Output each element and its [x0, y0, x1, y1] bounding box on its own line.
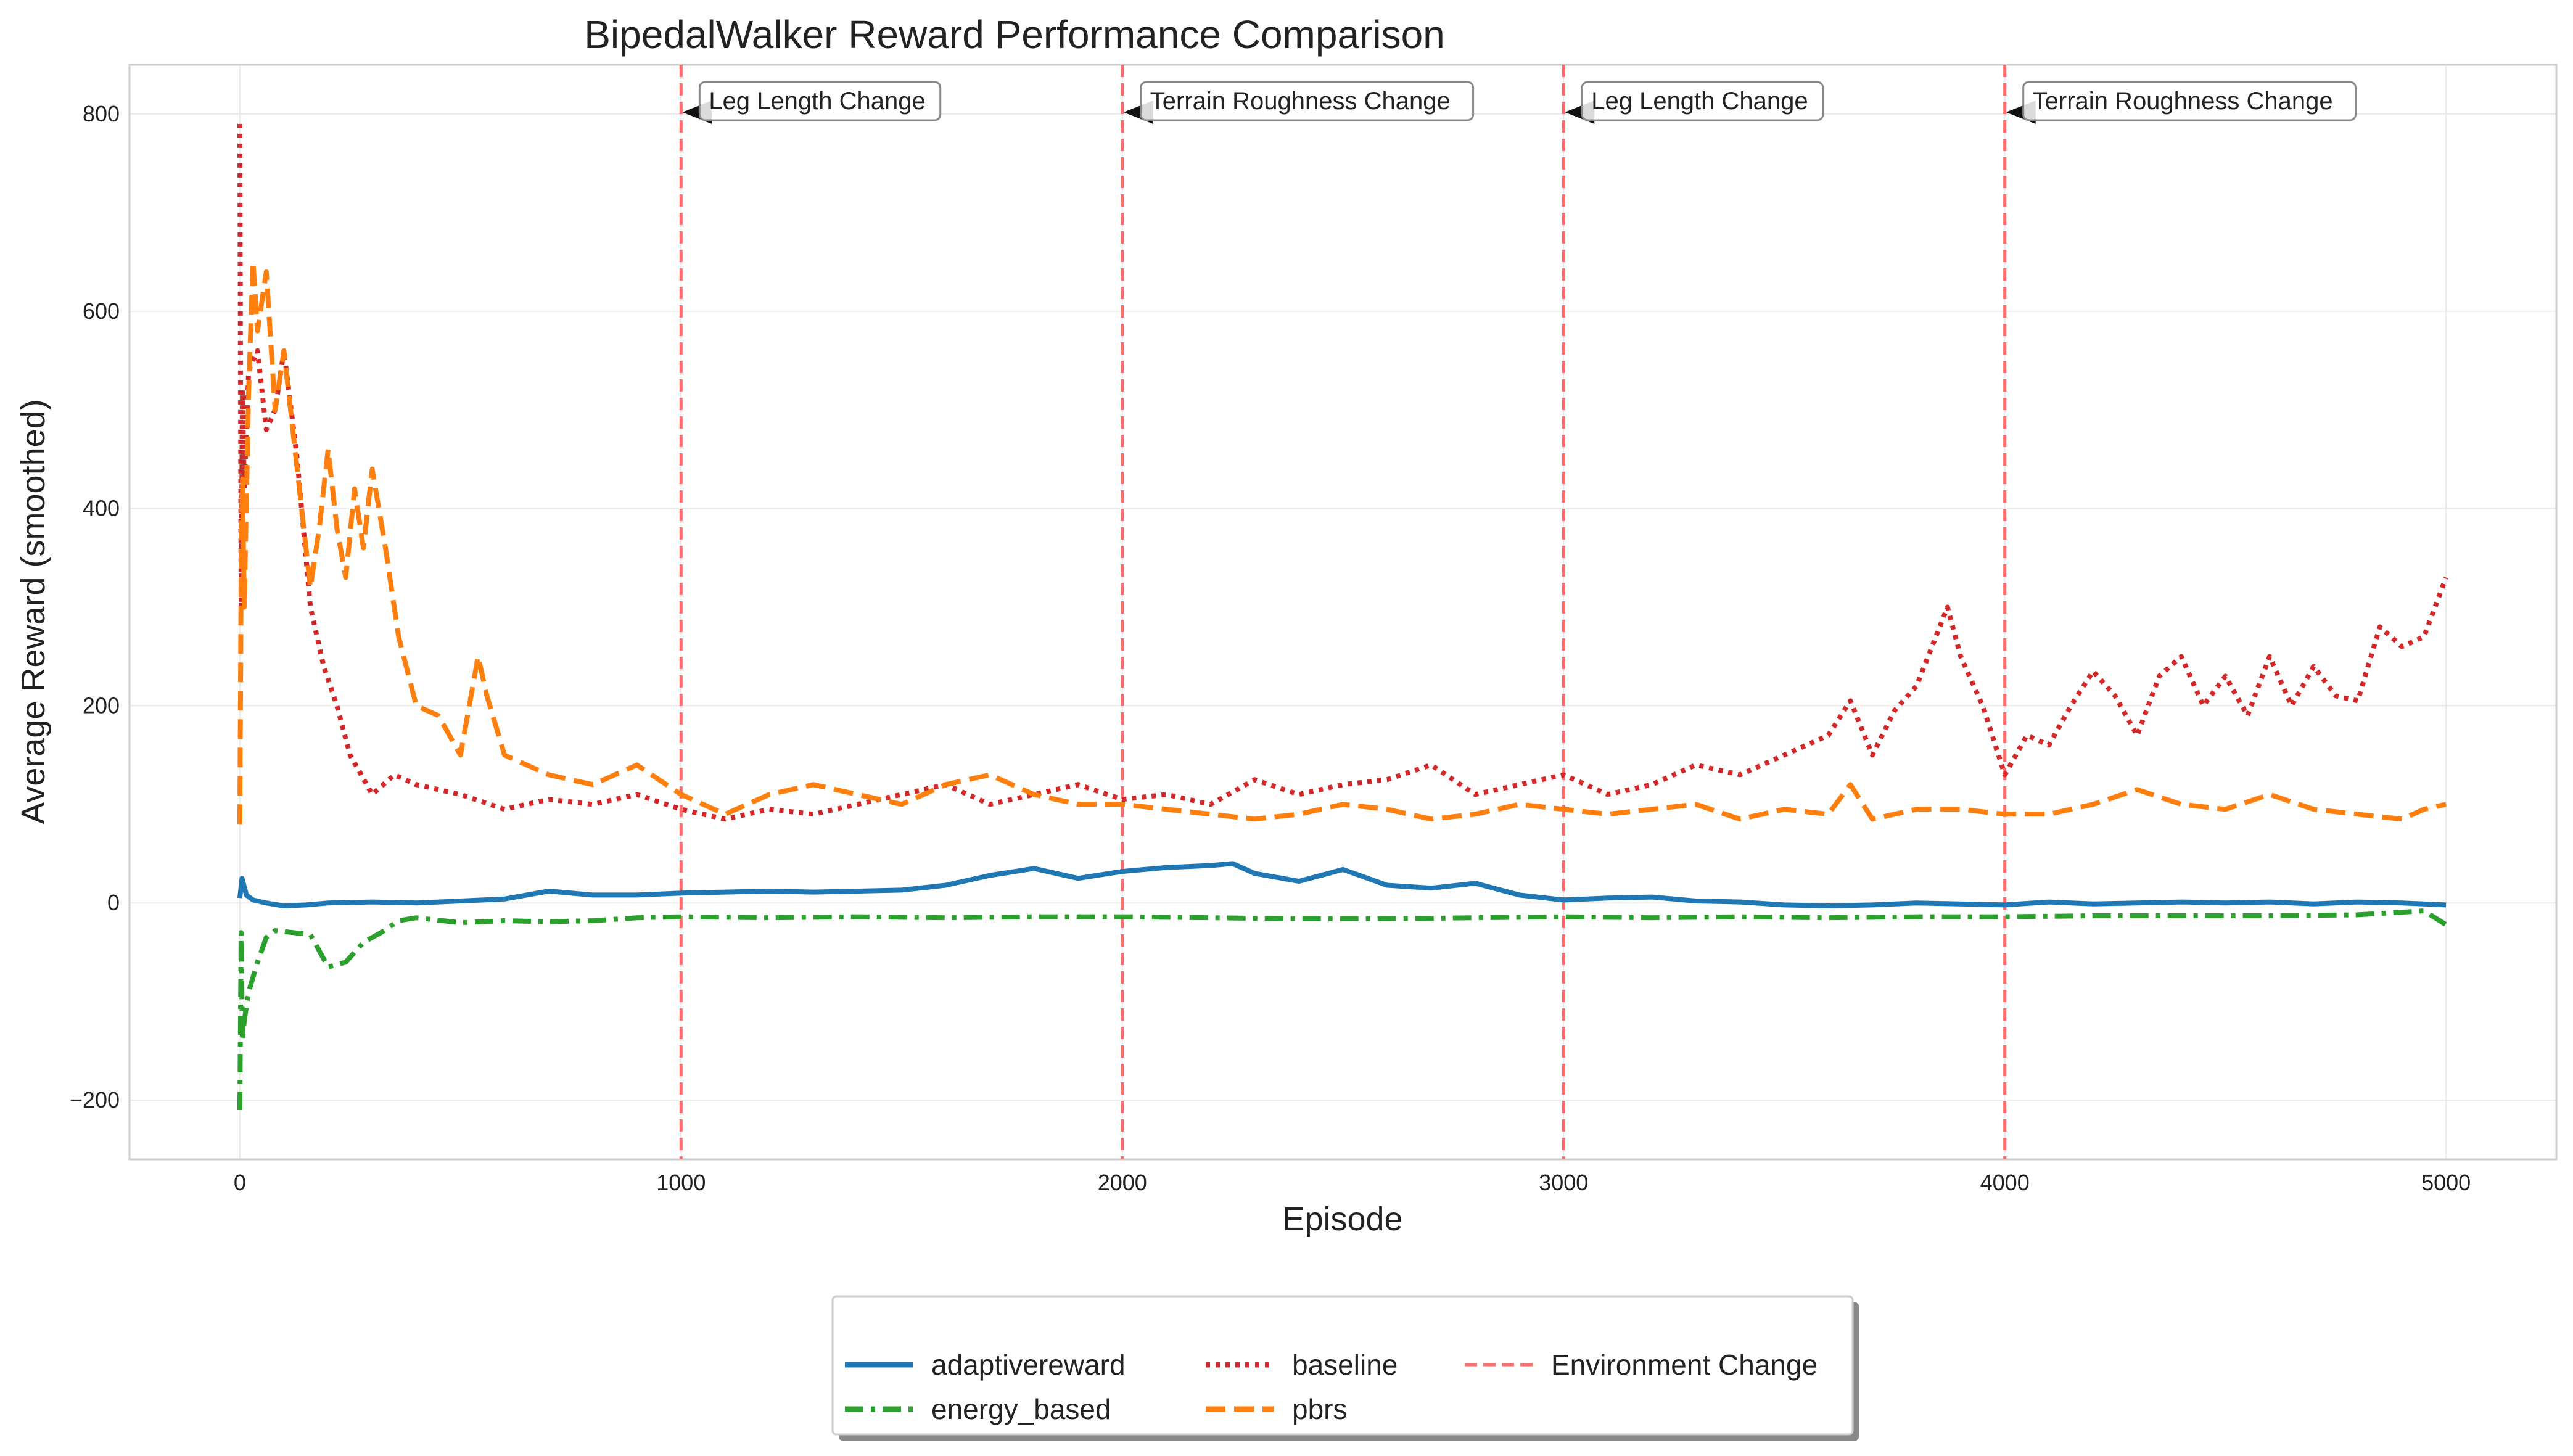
y-tick-label: 800 [83, 101, 120, 126]
x-tick-label: 5000 [2421, 1170, 2471, 1195]
x-tick-label: 1000 [656, 1170, 706, 1195]
legend-label: Environment Change [1551, 1349, 1818, 1381]
legend-label: baseline [1292, 1349, 1398, 1381]
series-line-adaptivereward [237, 861, 2447, 908]
annotation-box [2022, 81, 2357, 121]
y-axis-title: Average Reward (smoothed) [15, 399, 52, 824]
x-tick-labels: 0 1000 2000 3000 4000 5000 [234, 1170, 2471, 1195]
y-tick-label: −200 [70, 1087, 120, 1113]
series-lines [237, 123, 2448, 1111]
plot-frame [128, 64, 2558, 1161]
legend-box [831, 1295, 1854, 1436]
series-line-baseline [237, 123, 2448, 822]
annotation-label: Terrain Roughness Change [2033, 88, 2333, 115]
series-line-energy-based [237, 908, 2448, 1111]
annotation-label: Leg Length Change [709, 88, 925, 115]
x-tick-label: 3000 [1539, 1170, 1588, 1195]
x-tick-label: 0 [234, 1170, 246, 1195]
annotation-label: Leg Length Change [1591, 88, 1808, 115]
y-tick-labels: −200 0 200 400 600 800 [70, 101, 120, 1113]
y-tick-label: 0 [107, 890, 120, 915]
x-tick-label: 2000 [1098, 1170, 1147, 1195]
annotation-box [698, 81, 942, 121]
annotation-box [1581, 81, 1824, 121]
y-tick-label: 200 [83, 693, 120, 718]
series-line-pbrs [237, 259, 2447, 825]
y-tick-label: 400 [83, 496, 120, 521]
y-tick-label: 600 [83, 298, 120, 324]
environment-change-lines [679, 65, 2007, 1159]
annotation-label: Terrain Roughness Change [1150, 88, 1451, 115]
annotation-box [1140, 81, 1475, 121]
x-tick-label: 4000 [1980, 1170, 2030, 1195]
legend-label: pbrs [1292, 1393, 1347, 1425]
x-axis-title: Episode [1282, 1201, 1402, 1238]
legend: adaptivereward energy_based baseline pbrs En… [831, 1295, 1859, 1441]
chart-title: BipedalWalker Reward Performance Compari… [584, 12, 1445, 57]
annotations: Leg Length Change Terrain Roughness Chang… [682, 81, 2357, 124]
legend-label: energy_based [931, 1393, 1111, 1425]
legend-label: adaptivereward [931, 1349, 1126, 1381]
